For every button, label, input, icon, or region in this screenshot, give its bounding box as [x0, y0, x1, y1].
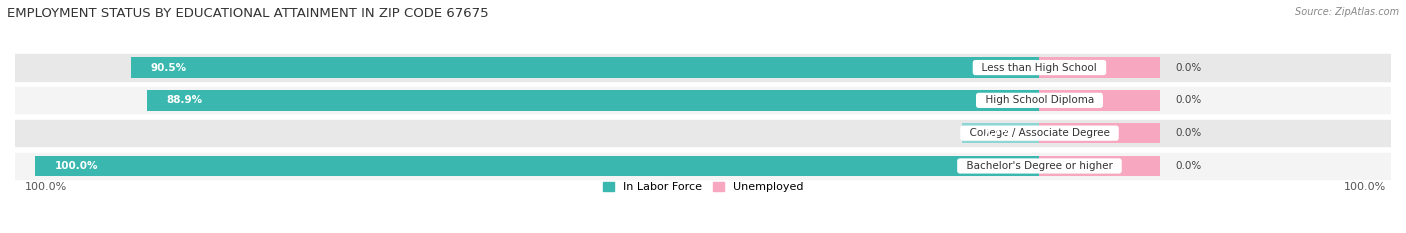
- Text: College / Associate Degree: College / Associate Degree: [963, 128, 1116, 138]
- Bar: [1039, 156, 1160, 176]
- Bar: [131, 57, 1039, 78]
- Text: 100.0%: 100.0%: [1344, 182, 1386, 192]
- Legend: In Labor Force, Unemployed: In Labor Force, Unemployed: [598, 178, 808, 197]
- Bar: [962, 123, 1039, 143]
- Text: High School Diploma: High School Diploma: [979, 95, 1101, 105]
- Text: 100.0%: 100.0%: [55, 161, 98, 171]
- Text: 100.0%: 100.0%: [25, 182, 67, 192]
- Bar: [15, 120, 1391, 146]
- Text: 7.7%: 7.7%: [983, 128, 1011, 138]
- Text: Bachelor's Degree or higher: Bachelor's Degree or higher: [960, 161, 1119, 171]
- Bar: [1039, 123, 1160, 143]
- Bar: [15, 153, 1391, 179]
- Text: 90.5%: 90.5%: [150, 62, 187, 72]
- Text: 0.0%: 0.0%: [1175, 95, 1201, 105]
- Bar: [1039, 57, 1160, 78]
- Text: EMPLOYMENT STATUS BY EDUCATIONAL ATTAINMENT IN ZIP CODE 67675: EMPLOYMENT STATUS BY EDUCATIONAL ATTAINM…: [7, 7, 489, 20]
- Bar: [15, 87, 1391, 113]
- Bar: [15, 55, 1391, 81]
- Text: 0.0%: 0.0%: [1175, 62, 1201, 72]
- Text: 0.0%: 0.0%: [1175, 128, 1201, 138]
- Bar: [1039, 90, 1160, 110]
- Text: Source: ZipAtlas.com: Source: ZipAtlas.com: [1295, 7, 1399, 17]
- Bar: [146, 90, 1039, 110]
- Text: 88.9%: 88.9%: [167, 95, 202, 105]
- Bar: [35, 156, 1039, 176]
- Text: 0.0%: 0.0%: [1175, 161, 1201, 171]
- Text: Less than High School: Less than High School: [976, 62, 1104, 72]
